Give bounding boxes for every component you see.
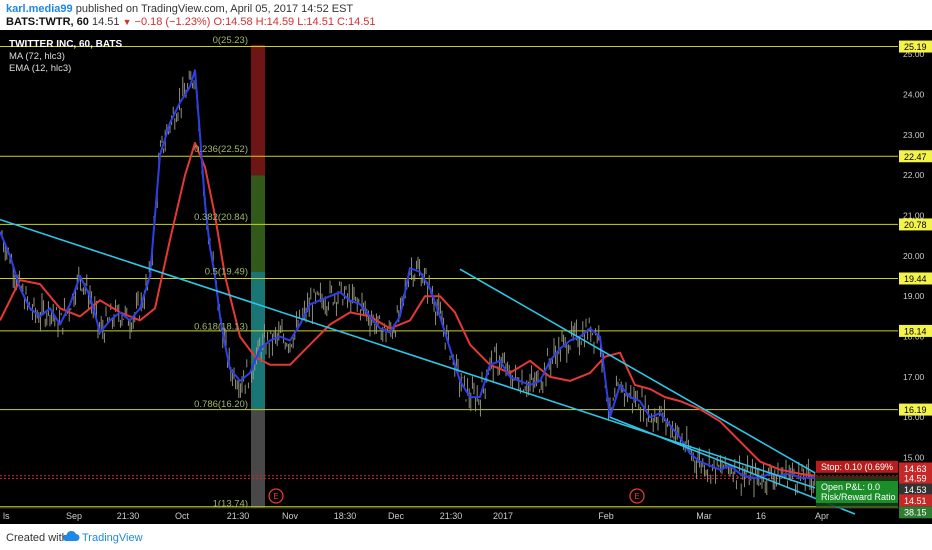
price-label-3: 19.44 <box>904 274 927 284</box>
x-tick-10: Mar <box>696 511 712 521</box>
axes: 25.0024.0023.0022.0021.0020.0019.0018.00… <box>0 49 932 521</box>
earnings-marker-1: E <box>634 492 639 501</box>
zone-edge-label: 38.15 <box>904 507 927 517</box>
risk-zones <box>251 44 265 509</box>
x-tick-2: Oct <box>175 511 190 521</box>
y-tick-6: 19.00 <box>903 291 925 301</box>
price-label-6: 14.63 <box>904 464 927 474</box>
zone-edge-bg <box>899 506 932 519</box>
footer: Created with TradingView <box>0 524 932 550</box>
fib-label-5: 0.786(16.20) <box>194 399 248 410</box>
x-tick-12: Apr <box>815 511 829 521</box>
x-tick-6: Dec <box>388 511 405 521</box>
tradingview-link[interactable]: TradingView <box>82 532 143 544</box>
y-tick-9: 16.00 <box>903 412 925 422</box>
pnl-label-bg <box>816 480 898 503</box>
username-link[interactable]: karl.media99 <box>6 3 73 15</box>
price-label-bg-6 <box>899 462 932 475</box>
symbol-info: BATS:TWTR, 60 14.51 ▼ −0.18 (−1.23%) O:1… <box>6 16 376 28</box>
support-resistance-lines <box>0 46 898 508</box>
publish-info: karl.media99 published on TradingView.co… <box>6 3 353 15</box>
x-tick-5: 18:30 <box>334 511 357 521</box>
price-label-1: 22.47 <box>904 152 927 162</box>
price-label-0: 25.19 <box>904 42 927 52</box>
trendline-1 <box>459 268 816 474</box>
x-tick-0: Sep <box>66 511 82 521</box>
x-tick-7: 21:30 <box>440 511 463 521</box>
open-pnl-label: Open P&L: 0.0 <box>821 482 880 492</box>
price-label-5: 16.19 <box>904 405 927 415</box>
legend-ma: MA (72, hlc3) <box>9 51 65 62</box>
fib-label-4: 0.618(18.13) <box>194 321 248 332</box>
chart-background <box>0 30 932 524</box>
y-tick-1: 24.00 <box>903 90 925 100</box>
chart-header: karl.media99 published on TradingView.co… <box>0 0 932 30</box>
price-label-8: 14.53 <box>904 485 927 495</box>
stop-label: Stop: 0.10 (0.69% <box>821 462 893 472</box>
y-tick-2: 23.00 <box>903 130 925 140</box>
x-tick-3: 21:30 <box>227 511 250 521</box>
fib-label-0: 0(25.23) <box>213 35 248 46</box>
risk-reward-label: Risk/Reward Ratio <box>821 492 896 502</box>
stop-label-bg <box>816 460 898 473</box>
x-tick-8: 2017 <box>493 511 513 521</box>
y-tick-5: 20.00 <box>903 251 925 261</box>
ma-72-line <box>0 141 816 477</box>
price-label-bg-4 <box>899 324 932 337</box>
legend-title: TWITTER INC, 60, BATS <box>9 39 122 50</box>
mid-zone <box>251 175 265 273</box>
x-tick-1: 21:30 <box>117 511 140 521</box>
tradingview-cloud-icon <box>63 530 80 541</box>
trendline-2 <box>609 416 856 515</box>
trendline-0 <box>0 218 816 489</box>
fib-label-2: 0.382(20.84) <box>194 212 248 223</box>
fib-label-6: 1(13.74) <box>213 498 248 509</box>
earnings-marker-0: E <box>273 492 278 501</box>
price-labels: 25.19 22.47 20.78 19.44 18.14 16.19 14.6314.59… <box>899 40 932 519</box>
x-tick-partial: ls <box>3 511 10 521</box>
y-tick-0: 25.00 <box>903 49 925 59</box>
x-tick-11: 16 <box>756 511 766 521</box>
earnings-icon-0 <box>268 488 284 504</box>
price-label-bg-7 <box>899 472 932 485</box>
ohlc-values: O:14.58 H:14.59 L:14.51 C:14.51 <box>213 16 376 28</box>
price-label-4: 18.14 <box>904 326 927 336</box>
stop-zone-upper <box>251 44 265 176</box>
price-label-9: 14.51 <box>904 496 927 506</box>
price-label-bg-9 <box>899 494 932 507</box>
ema-12-line <box>0 69 815 479</box>
y-tick-4: 21.00 <box>903 211 925 221</box>
last-price: 14.51 <box>91 16 120 28</box>
price-label-bg-2 <box>899 218 932 231</box>
symbol-line: BATS:TWTR, 60 <box>6 16 89 28</box>
lower-zone <box>251 409 265 509</box>
created-with-text: Created with <box>6 532 68 544</box>
fib-labels: 0(25.23) 0.236(22.52) 0.382(20.84) 0.5(19.4… <box>194 35 248 509</box>
published-text: published on TradingView.com, April 05, … <box>75 3 354 15</box>
price-label-bg-3 <box>899 272 932 285</box>
price-label-bg-1 <box>899 150 932 163</box>
price-chart[interactable]: 0(25.23) 0.236(22.52) 0.382(20.84) 0.5(19.4… <box>0 30 932 524</box>
legend-ema: EMA (12, hlc3) <box>9 63 71 74</box>
y-tick-10: 15.00 <box>903 453 925 463</box>
fib-label-1: 0.236(22.52) <box>194 144 248 155</box>
y-tick-8: 17.00 <box>903 372 925 382</box>
down-arrow-icon: ▼ <box>122 17 132 27</box>
fib-label-3: 0.5(19.49) <box>205 266 248 277</box>
position-stop-area <box>816 475 898 480</box>
moving-averages <box>0 69 816 479</box>
position-tool: Stop: 0.10 (0.69% Open P&L: 0.0Risk/Rewar… <box>816 460 898 507</box>
price-label-bg-8 <box>899 483 932 496</box>
x-tick-9: Feb <box>598 511 614 521</box>
price-label-7: 14.59 <box>904 474 927 484</box>
price-label-bg-5 <box>899 403 932 416</box>
price-change: −0.18 (−1.23%) <box>134 16 211 28</box>
trendlines <box>0 218 856 515</box>
earnings-icon-1 <box>629 488 645 504</box>
x-tick-4: Nov <box>282 511 299 521</box>
price-label-2: 20.78 <box>904 220 927 230</box>
price-label-bg-0 <box>899 40 932 53</box>
y-tick-3: 22.00 <box>903 170 925 180</box>
